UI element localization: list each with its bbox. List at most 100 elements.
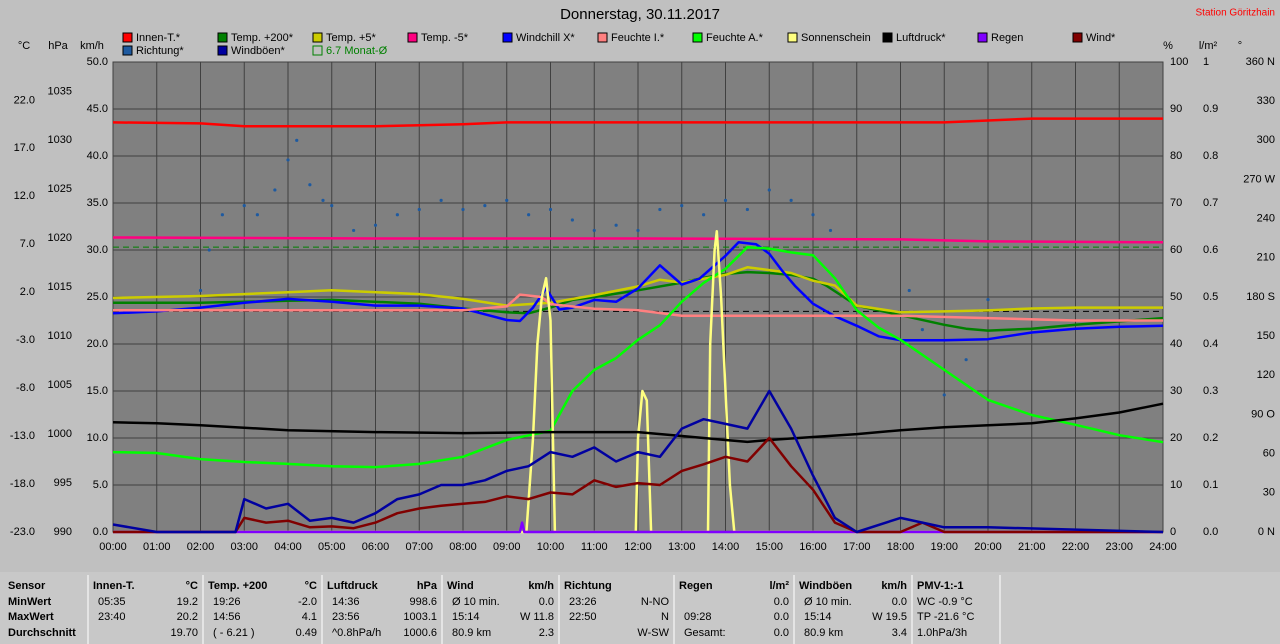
series-line [112, 117, 1163, 128]
series-line [113, 293, 1163, 322]
table-cell: 1000.6 [403, 627, 437, 639]
x-tick-label: 04:00 [274, 541, 302, 553]
table-unit: km/h [528, 580, 554, 592]
y-tick-label: 12.0 [14, 190, 35, 202]
table-header: Sensor [8, 580, 46, 592]
table-cell: 0.0 [774, 627, 789, 639]
table-header: Innen-T. [93, 580, 135, 592]
series-line [112, 245, 1164, 469]
table-cell: N [661, 611, 669, 623]
y-tick-label: 1020 [48, 232, 72, 244]
y-tick-label: -3.0 [16, 334, 35, 346]
y-tick-label: 10 [1170, 479, 1182, 491]
scatter-point [505, 198, 509, 202]
table-cell: 19:26 [213, 596, 241, 608]
y-tick-label: 1035 [48, 85, 72, 97]
y-tick-label: 360 N [1246, 56, 1275, 68]
legend-label: Richtung* [136, 45, 184, 57]
legend-label: Feuchte I.* [611, 32, 665, 44]
legend-label: Windchill X* [516, 32, 575, 44]
legend-label: Wind* [1086, 32, 1116, 44]
y-tick-label: 0.2 [1203, 432, 1218, 444]
y-tick-label: 0.8 [1203, 150, 1218, 162]
x-tick-label: 18:00 [887, 541, 915, 553]
y-tick-label: 80 [1170, 150, 1182, 162]
table-cell: 23:26 [569, 596, 597, 608]
y-tick-label: 150 [1257, 330, 1275, 342]
y-tick-label: 40 [1170, 338, 1182, 350]
table-cell: 23:56 [332, 611, 360, 623]
legend-swatch [597, 32, 608, 43]
scatter-point [286, 158, 290, 162]
table-header: PMV-1:-1 [917, 580, 963, 592]
scatter-point [828, 228, 833, 233]
x-tick-label: 16:00 [799, 541, 827, 553]
y-tick-label: 45.0 [87, 103, 108, 115]
legend-label: Innen-T.* [136, 32, 181, 44]
scatter-point [198, 288, 203, 293]
scatter-point [417, 207, 421, 212]
x-tick-label: 10:00 [537, 541, 565, 553]
y-tick-label: 5.0 [93, 479, 108, 491]
y-tick-label: 40.0 [87, 150, 108, 162]
axis-unit-label: °C [18, 40, 30, 52]
legend-swatch [122, 45, 133, 56]
scatter-point [483, 204, 487, 208]
y-tick-label: 1010 [48, 330, 72, 342]
y-tick-label: -13.0 [10, 430, 35, 442]
x-tick-label: 24:00 [1149, 541, 1177, 553]
table-cell: 05:35 [98, 596, 126, 608]
y-tick-label: 30.0 [87, 244, 108, 256]
scatter-point [702, 213, 706, 217]
x-tick-label: 09:00 [493, 541, 521, 553]
series-line [112, 389, 1164, 534]
table-cell: 998.6 [409, 596, 437, 608]
x-tick-label: 21:00 [1018, 541, 1046, 553]
x-tick-label: 12:00 [624, 541, 652, 553]
table-cell: TP -21.6 °C [917, 611, 974, 623]
y-tick-label: 0.3 [1203, 385, 1218, 397]
x-tick-label: 15:00 [755, 541, 783, 553]
x-tick-label: 20:00 [974, 541, 1002, 553]
legend-swatch [977, 32, 988, 43]
table-cell: N-NO [641, 596, 670, 608]
y-tick-label: 1025 [48, 183, 72, 195]
legend-label: Feuchte A.* [706, 32, 764, 44]
axis-unit-label: l/m² [1199, 40, 1218, 52]
scatter-point [439, 198, 443, 202]
scatter-point [789, 198, 793, 202]
y-tick-label: 2.0 [20, 286, 35, 298]
y-tick-label: 90 [1170, 103, 1182, 115]
scatter-point [255, 213, 259, 217]
table-cell: ^0.8hPa/h [332, 627, 381, 639]
y-tick-label: 0 [1170, 526, 1176, 538]
table-cell: WC -0.9 °C [917, 596, 973, 608]
scatter-point [942, 393, 946, 397]
y-tick-label: 270 W [1243, 173, 1275, 185]
y-tick-label: 0.1 [1203, 479, 1218, 491]
y-tick-label: 240 [1257, 213, 1275, 225]
y-tick-label: 0.9 [1203, 103, 1218, 115]
y-tick-label: 30 [1170, 385, 1182, 397]
y-tick-label: 0.0 [1203, 526, 1218, 538]
y-tick-label: 50 [1170, 291, 1182, 303]
series-line [112, 241, 1164, 342]
y-tick-label: 100 [1170, 56, 1188, 68]
table-cell: 4.1 [302, 611, 317, 623]
scatter-point [964, 358, 968, 362]
table-unit: °C [305, 580, 317, 592]
table-cell: 0.0 [774, 611, 789, 623]
series-line [112, 402, 1164, 444]
y-tick-label: 210 [1257, 252, 1275, 264]
x-tick-label: 01:00 [143, 541, 171, 553]
series-line [113, 521, 1163, 534]
table-cell: 3.4 [892, 627, 907, 639]
y-tick-label: 15.0 [87, 385, 108, 397]
legend-label: Temp. -5* [421, 32, 469, 44]
table-cell: 19.2 [177, 596, 198, 608]
station-name: Station Göritzhain [1196, 8, 1276, 19]
table-cell: -2.0 [298, 596, 317, 608]
table-cell: 19.70 [170, 627, 198, 639]
table-cell: 80.9 km [804, 627, 843, 639]
table-cell: 14:56 [213, 611, 241, 623]
